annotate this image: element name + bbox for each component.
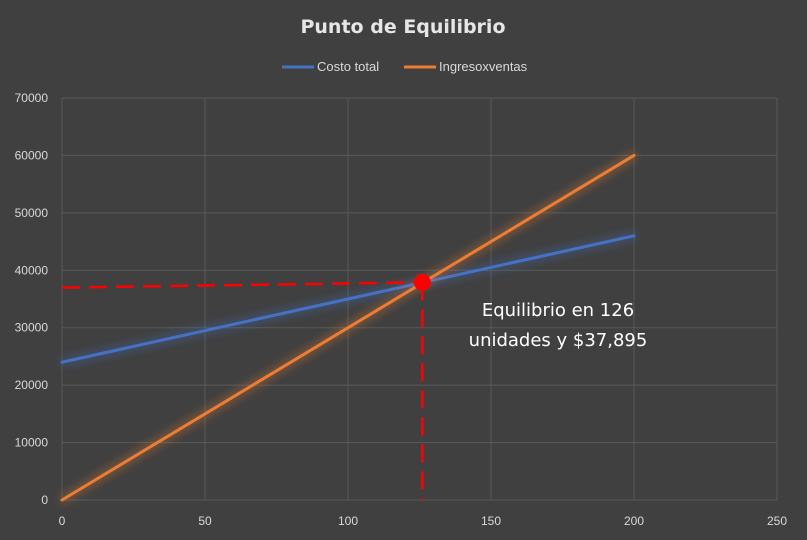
y-tick-label: 60000 (15, 148, 49, 162)
x-tick-label: 250 (767, 514, 787, 528)
series-line-ingresoxventas (60, 153, 636, 502)
x-tick-label: 200 (624, 514, 644, 528)
x-tick-label: 0 (59, 514, 66, 528)
y-tick-label: 20000 (15, 378, 49, 392)
y-tick-label: 50000 (15, 206, 49, 220)
break-even-horizontal-guide (61, 281, 423, 289)
gridlines (61, 97, 778, 501)
break-even-guides (61, 273, 431, 500)
legend: Costo total Ingresoxventas (282, 59, 528, 74)
y-tick-label: 30000 (15, 321, 49, 335)
y-tick-label: 0 (41, 493, 48, 507)
annotation: Equilibrio en 126 unidades y $37,895 (469, 300, 648, 351)
annotation-line-2: unidades y $37,895 (469, 330, 648, 351)
axis-ticks: 0 10000 20000 30000 40000 50000 60000 70000 0 50 1… (15, 91, 788, 528)
x-tick-label: 100 (338, 514, 358, 528)
series (60, 153, 636, 502)
y-tick-label: 70000 (15, 91, 49, 105)
y-tick-label: 10000 (15, 436, 49, 450)
series-line-costo-total (60, 234, 636, 364)
chart-title: Punto de Equilibrio (300, 16, 505, 38)
break-even-point (413, 273, 431, 291)
legend-label: Costo total (317, 59, 379, 74)
x-tick-label: 50 (198, 514, 212, 528)
legend-label: Ingresoxventas (439, 59, 528, 74)
annotation-line-1: Equilibrio en 126 (482, 300, 634, 321)
y-tick-label: 40000 (15, 263, 49, 277)
x-tick-label: 150 (481, 514, 501, 528)
